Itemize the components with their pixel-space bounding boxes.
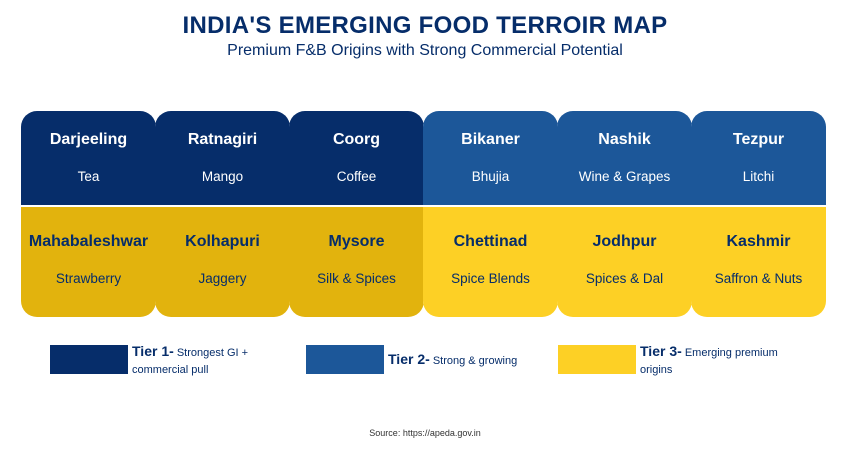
region-product: Spices & Dal [585, 271, 664, 286]
page-title: INDIA'S EMERGING FOOD TERROIR MAP [182, 12, 668, 39]
region-name: Tezpur [732, 131, 785, 148]
region-name: Mahabaleshwar [28, 233, 149, 250]
region-card-bottom: Kolhapuri Jaggery [155, 207, 290, 317]
region-card-bottom: Jodhpur Spices & Dal [557, 207, 692, 317]
region-column: Ratnagiri Mango Kolhapuri Jaggery [155, 111, 290, 317]
region-product: Coffee [336, 169, 377, 184]
region-column: Darjeeling Tea Mahabaleshwar Strawberry [21, 111, 156, 317]
region-name: Coorg [332, 131, 381, 148]
region-name: Jodhpur [592, 233, 657, 250]
region-product: Litchi [742, 169, 775, 184]
region-name: Kashmir [726, 233, 791, 250]
legend-tier-1: Tier 1- Strongest GI + commercial pull [50, 343, 282, 379]
region-card-bottom: Mahabaleshwar Strawberry [21, 207, 156, 317]
region-card-top: Darjeeling Tea [21, 111, 156, 205]
region-card-top: Bikaner Bhujia [423, 111, 558, 205]
region-name: Nashik [598, 131, 651, 148]
legend-label: Tier 3- [640, 343, 682, 359]
region-card-top: Ratnagiri Mango [155, 111, 290, 205]
region-name: Kolhapuri [185, 233, 260, 250]
region-product: Silk & Spices [317, 271, 396, 286]
legend-desc: Strong & growing [432, 355, 518, 367]
region-card-top: Tezpur Litchi [691, 111, 826, 205]
region-card-top: Nashik Wine & Grapes [557, 111, 692, 205]
tier-3-swatch [558, 345, 636, 374]
region-product: Bhujia [471, 169, 510, 184]
region-product: Tea [77, 169, 100, 184]
legend-label: Tier 1- [132, 343, 174, 359]
region-name: Ratnagiri [187, 131, 258, 148]
legend-tier-3: Tier 3- Emerging premium origins [558, 343, 800, 379]
region-product: Strawberry [55, 271, 122, 286]
region-card-bottom: Chettinad Spice Blends [423, 207, 558, 317]
region-card-top: Coorg Coffee [289, 111, 424, 205]
region-product: Spice Blends [451, 271, 530, 286]
tier-1-swatch [50, 345, 128, 374]
source-note: Source: https://apeda.gov.in [369, 428, 481, 438]
region-card-bottom: Mysore Silk & Spices [289, 207, 424, 317]
legend-desc: Emerging premium origins [640, 347, 778, 376]
region-column: Nashik Wine & Grapes Jodhpur Spices & Da… [557, 111, 692, 317]
region-product: Wine & Grapes [578, 169, 671, 184]
region-name: Chettinad [453, 233, 528, 250]
region-name: Bikaner [461, 131, 520, 148]
region-name: Mysore [328, 233, 385, 250]
page-subtitle: Premium F&B Origins with Strong Commerci… [227, 42, 623, 59]
legend-tier-2: Tier 2- Strong & growing [306, 345, 568, 374]
terroir-grid: Darjeeling Tea Mahabaleshwar Strawberry … [21, 111, 826, 317]
region-column: Tezpur Litchi Kashmir Saffron & Nuts [691, 111, 826, 317]
region-product: Mango [201, 169, 244, 184]
region-column: Coorg Coffee Mysore Silk & Spices [289, 111, 424, 317]
legend-label: Tier 2- [388, 351, 430, 367]
region-product: Saffron & Nuts [714, 271, 803, 286]
region-card-bottom: Kashmir Saffron & Nuts [691, 207, 826, 317]
region-name: Darjeeling [49, 131, 128, 148]
region-column: Bikaner Bhujia Chettinad Spice Blends [423, 111, 558, 317]
legend-desc: Strongest GI + commercial pull [132, 347, 249, 376]
tier-2-swatch [306, 345, 384, 374]
region-product: Jaggery [198, 271, 247, 286]
